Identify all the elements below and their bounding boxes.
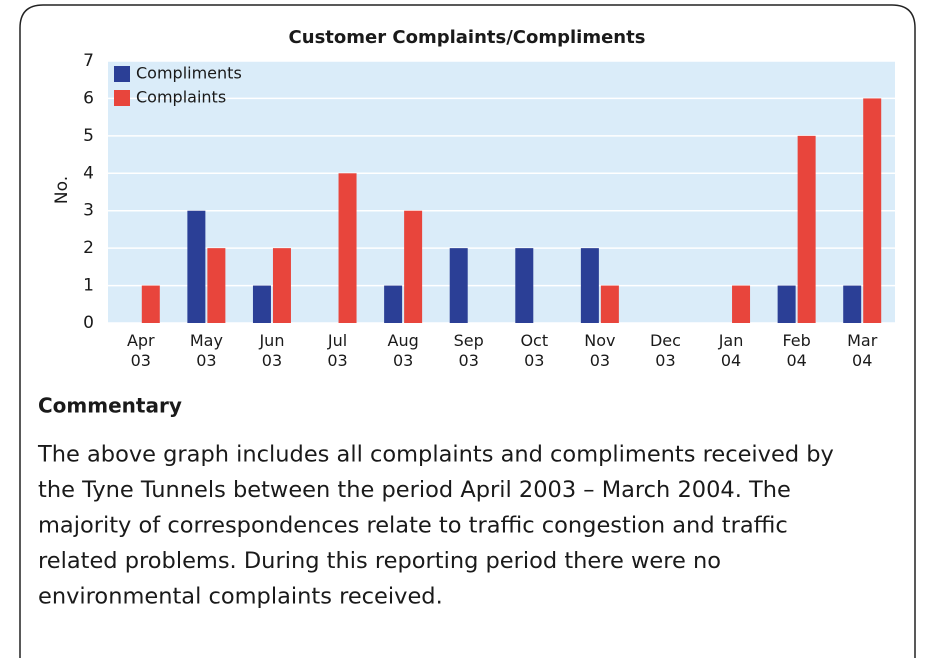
commentary-line: related problems. During this reporting … xyxy=(38,548,721,574)
x-tick-label: Aug 03 xyxy=(388,331,419,370)
x-tick-label-line: 03 xyxy=(459,351,479,370)
x-tick-label: Sep 03 xyxy=(454,331,484,370)
y-tick-label: 1 xyxy=(83,276,94,296)
y-tick-label: 3 xyxy=(83,201,94,221)
legend-swatch xyxy=(114,66,130,82)
x-tick-label-line: Sep xyxy=(454,331,484,350)
x-tick-label: May 03 xyxy=(190,331,223,370)
x-tick-label: Oct 03 xyxy=(520,331,548,370)
x-tick-label-line: 03 xyxy=(196,351,216,370)
y-tick-label: 5 xyxy=(83,126,94,146)
x-tick-label-line: 03 xyxy=(393,351,413,370)
x-tick-label-line: Jul xyxy=(327,331,347,350)
chart-title: Customer Complaints/Compliments xyxy=(289,27,646,48)
x-tick-label-line: 03 xyxy=(655,351,675,370)
bar xyxy=(797,135,816,323)
y-axis-label: No. xyxy=(52,176,72,204)
x-tick-label-line: 04 xyxy=(852,351,872,370)
x-tick-label-line: 03 xyxy=(131,351,151,370)
legend-swatch xyxy=(114,90,130,106)
bar xyxy=(863,98,882,323)
x-tick-label-line: Jan xyxy=(718,331,744,350)
commentary-line: the Tyne Tunnels between the period Apri… xyxy=(38,477,791,503)
commentary-line: environmental complaints received. xyxy=(38,584,443,610)
x-tick-label-line: Apr xyxy=(127,331,155,350)
x-tick-label-line: May xyxy=(190,331,223,350)
y-tick-label: 0 xyxy=(83,313,94,333)
bar xyxy=(384,285,403,323)
x-tick-label-line: Dec xyxy=(650,331,681,350)
x-tick-label-line: 04 xyxy=(786,351,806,370)
x-tick-label-line: Mar xyxy=(847,331,878,350)
x-tick-label: Jun 03 xyxy=(258,331,284,370)
bar xyxy=(843,285,862,323)
bar xyxy=(252,285,271,323)
x-tick-label: Feb 04 xyxy=(782,331,810,370)
x-tick-label-line: 03 xyxy=(327,351,347,370)
x-tick-label-line: 04 xyxy=(721,351,741,370)
x-tick-label-line: Aug xyxy=(388,331,419,350)
bar xyxy=(515,248,534,323)
commentary-line: The above graph includes all complaints … xyxy=(37,442,834,468)
y-tick-label: 4 xyxy=(83,163,94,183)
x-tick-label: Dec 03 xyxy=(650,331,681,370)
commentary-line: majority of correspondences relate to tr… xyxy=(38,513,788,539)
x-tick-label-line: 03 xyxy=(590,351,610,370)
commentary-heading: Commentary xyxy=(38,394,182,418)
x-tick-label: Apr 03 xyxy=(127,331,155,370)
bar xyxy=(338,173,357,323)
bar xyxy=(732,285,751,323)
bar xyxy=(404,210,423,323)
bar xyxy=(141,285,160,323)
y-tick-label: 6 xyxy=(83,88,94,108)
bar xyxy=(600,285,619,323)
plot-area xyxy=(108,61,895,323)
bar xyxy=(449,248,468,323)
bar xyxy=(187,210,206,323)
x-tick-label: Mar 04 xyxy=(847,331,878,370)
x-tick-label-line: Oct xyxy=(520,331,548,350)
legend-label: Compliments xyxy=(136,64,242,83)
bar xyxy=(272,248,291,323)
x-tick-label: Nov 03 xyxy=(584,331,615,370)
frame xyxy=(19,4,916,658)
x-tick-label-line: Nov xyxy=(584,331,615,350)
bar xyxy=(777,285,796,323)
x-tick-label-line: 03 xyxy=(524,351,544,370)
bar xyxy=(207,248,226,323)
x-tick-label-line: Jun xyxy=(258,331,284,350)
legend-label: Complaints xyxy=(136,88,226,107)
y-tick-label: 2 xyxy=(83,238,94,258)
x-tick-label: Jan 04 xyxy=(718,331,744,370)
x-tick-label-line: Feb xyxy=(782,331,810,350)
x-tick-label: Jul 03 xyxy=(327,331,348,370)
y-tick-label: 7 xyxy=(83,51,94,71)
bar xyxy=(580,248,599,323)
x-tick-label-line: 03 xyxy=(262,351,282,370)
